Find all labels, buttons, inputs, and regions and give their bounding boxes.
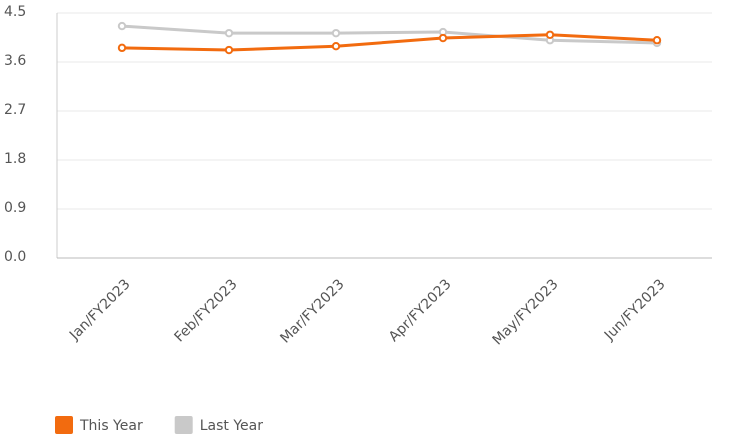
y-tick-label: 2.7 [4, 102, 26, 118]
y-tick-label: 4.5 [4, 4, 26, 20]
point [224, 28, 234, 38]
y-tick-label: 0.9 [4, 200, 26, 216]
legend-label: This Year [79, 418, 143, 434]
legend-swatch [174, 416, 193, 434]
y-tick-label: 1.8 [4, 151, 26, 167]
point [438, 33, 448, 43]
x-tick-label: Feb/FY2023 [172, 276, 241, 345]
point [224, 45, 234, 55]
legend-swatch [55, 416, 73, 434]
point [117, 21, 127, 31]
x-tick-label: Mar/FY2023 [277, 276, 347, 346]
point [331, 28, 341, 38]
point [117, 43, 127, 53]
series-line [121, 33, 658, 52]
point [652, 36, 662, 45]
y-tick-label: 0.0 [4, 249, 26, 265]
x-tick-label: May/FY2023 [490, 276, 562, 348]
x-tick-label: Jan/FY2023 [66, 276, 134, 344]
point [545, 30, 555, 39]
x-tick-label: Apr/FY2023 [386, 276, 455, 345]
series-line [121, 24, 658, 45]
legend-label: Last Year [200, 418, 263, 434]
y-tick-label: 3.6 [4, 53, 26, 69]
x-tick-label: Jun/FY2023 [601, 276, 669, 344]
point [331, 42, 341, 51]
